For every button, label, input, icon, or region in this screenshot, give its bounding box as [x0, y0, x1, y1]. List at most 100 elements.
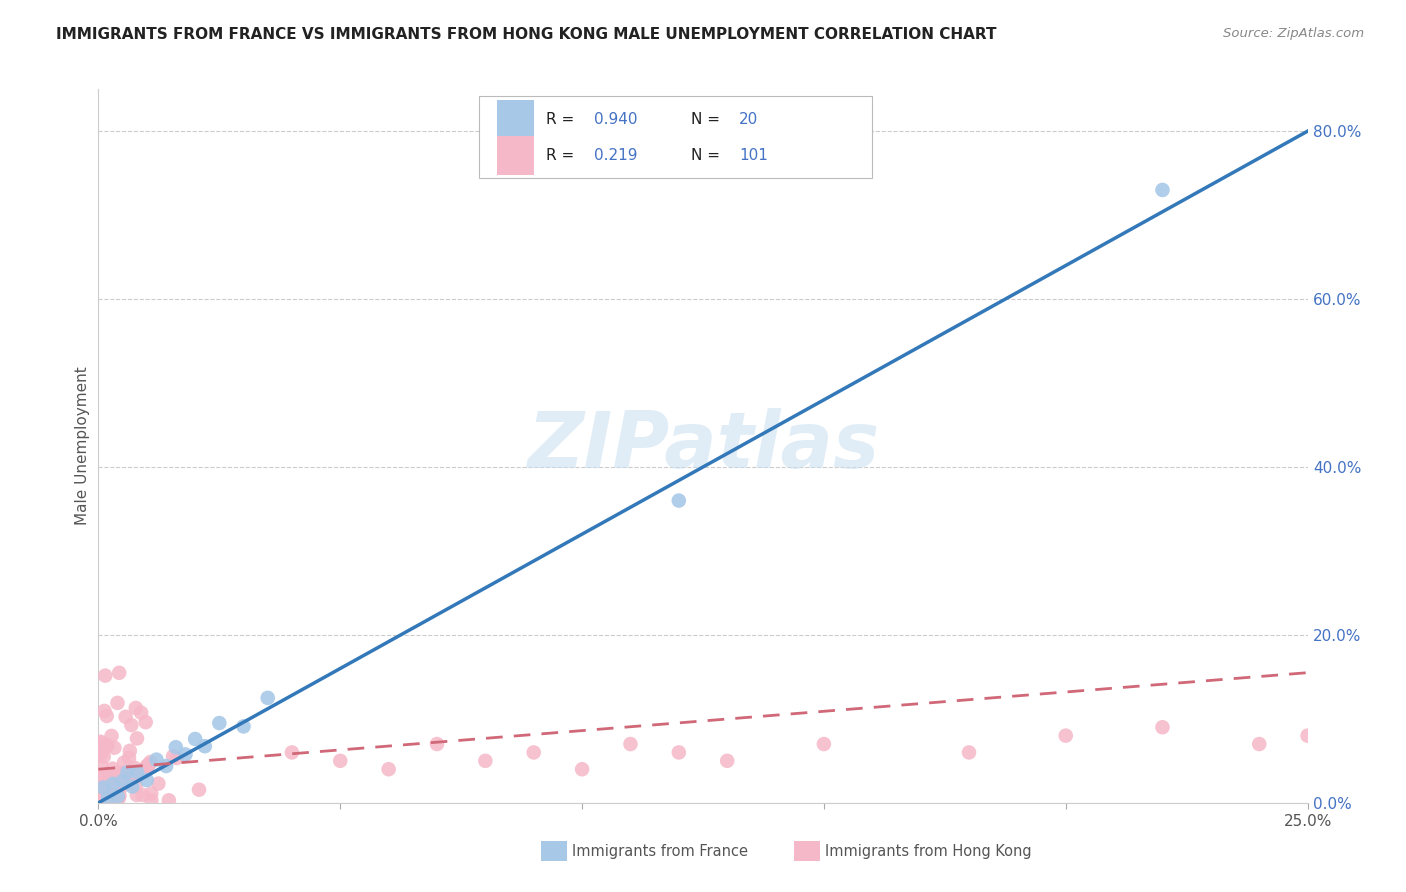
Point — [1054, 729, 1077, 743]
Point — [813, 737, 835, 751]
Point — [96, 739, 118, 753]
Point — [101, 793, 124, 807]
Point — [138, 757, 160, 772]
Y-axis label: Male Unemployment: Male Unemployment — [75, 367, 90, 525]
Point — [105, 765, 128, 780]
Point — [89, 790, 111, 805]
Point — [141, 787, 163, 801]
Point — [89, 735, 111, 749]
Point — [110, 774, 132, 789]
Point — [184, 731, 207, 746]
Point — [135, 773, 157, 788]
Point — [426, 737, 449, 751]
Point — [107, 780, 129, 794]
Point — [100, 770, 122, 784]
Point — [571, 762, 593, 776]
Point — [208, 716, 231, 731]
Point — [118, 776, 141, 790]
Point — [104, 788, 127, 802]
Point — [100, 729, 122, 743]
Point — [1152, 183, 1174, 197]
Point — [90, 769, 112, 783]
Point — [957, 746, 980, 760]
FancyBboxPatch shape — [479, 96, 872, 178]
Point — [112, 756, 135, 770]
Point — [90, 747, 112, 761]
Point — [89, 773, 111, 788]
Point — [125, 701, 148, 715]
Text: Immigrants from Hong Kong: Immigrants from Hong Kong — [825, 845, 1032, 859]
Point — [108, 665, 131, 680]
Point — [157, 793, 180, 807]
Point — [135, 759, 157, 773]
Point — [93, 791, 115, 805]
Point — [93, 749, 115, 764]
Point — [111, 774, 134, 789]
Point — [89, 789, 111, 804]
Point — [136, 758, 159, 772]
Point — [93, 704, 115, 718]
Point — [155, 759, 177, 773]
Point — [114, 710, 136, 724]
Point — [114, 765, 136, 780]
Text: R =: R = — [546, 148, 583, 163]
Point — [91, 780, 114, 795]
Point — [120, 718, 142, 732]
Point — [94, 668, 117, 682]
Point — [135, 715, 157, 730]
Point — [125, 788, 148, 802]
Text: Immigrants from France: Immigrants from France — [572, 845, 748, 859]
Point — [232, 719, 254, 733]
Point — [96, 783, 118, 797]
Point — [94, 781, 117, 796]
Point — [96, 785, 118, 799]
Point — [1296, 729, 1319, 743]
Point — [474, 754, 496, 768]
Text: IMMIGRANTS FROM FRANCE VS IMMIGRANTS FROM HONG KONG MALE UNEMPLOYMENT CORRELATIO: IMMIGRANTS FROM FRANCE VS IMMIGRANTS FRO… — [56, 27, 997, 42]
Point — [668, 493, 690, 508]
Point — [127, 765, 149, 780]
Point — [256, 690, 278, 705]
Point — [118, 744, 141, 758]
Text: 20: 20 — [740, 112, 758, 127]
Point — [125, 731, 148, 746]
Point — [103, 740, 125, 755]
Point — [145, 753, 167, 767]
Point — [89, 771, 111, 785]
Point — [523, 746, 546, 760]
Text: Source: ZipAtlas.com: Source: ZipAtlas.com — [1223, 27, 1364, 40]
Point — [1152, 720, 1174, 734]
Point — [101, 790, 124, 805]
Point — [89, 785, 111, 799]
Point — [96, 776, 118, 790]
Point — [107, 790, 129, 805]
Point — [97, 789, 120, 803]
FancyBboxPatch shape — [498, 100, 534, 139]
Point — [122, 764, 145, 779]
Point — [165, 740, 187, 755]
Point — [91, 776, 114, 790]
Text: ZIPatlas: ZIPatlas — [527, 408, 879, 484]
Point — [96, 709, 118, 723]
Point — [148, 776, 170, 790]
Point — [174, 747, 197, 762]
Point — [100, 774, 122, 789]
Point — [101, 762, 124, 776]
Point — [91, 775, 114, 789]
Point — [107, 792, 129, 806]
Point — [89, 793, 111, 807]
Point — [91, 776, 114, 790]
Point — [188, 782, 211, 797]
Text: 0.219: 0.219 — [595, 148, 638, 163]
Point — [716, 754, 738, 768]
Point — [131, 764, 153, 778]
Point — [329, 754, 352, 768]
Point — [139, 755, 162, 769]
Point — [105, 780, 128, 794]
Point — [93, 792, 115, 806]
Text: 101: 101 — [740, 148, 768, 163]
Point — [124, 761, 146, 775]
Point — [377, 762, 399, 776]
Point — [194, 739, 217, 754]
Point — [1249, 737, 1271, 751]
